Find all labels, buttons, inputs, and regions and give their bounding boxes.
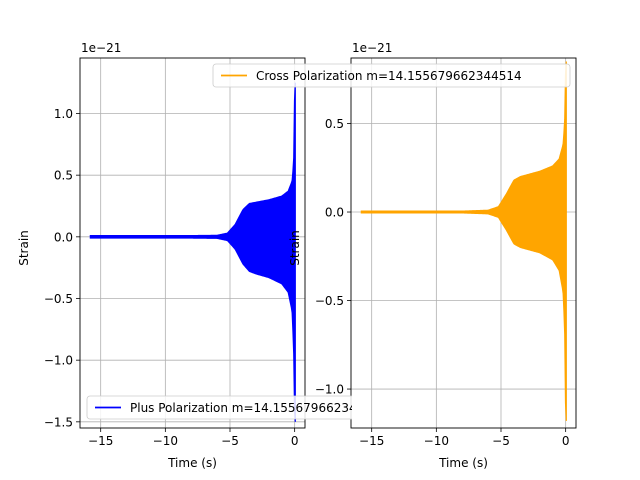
y-tick-label: −1.5 (44, 415, 73, 429)
subplot-1: −15 −10 −5 0 −1.5 −1.0 −0.5 0.0 0.5 1.0 Time (s) St… (17, 41, 306, 470)
x-axis-label: Time (s) (438, 456, 488, 470)
legend-2: Cross Polarization m=14.155679662344514 (212, 63, 571, 88)
y-axis-label: Strain (17, 230, 31, 266)
y-tick-label: −0.5 (44, 292, 73, 306)
x-tick-label: −10 (424, 434, 449, 448)
legend-label: Plus Polarization m=14.155679662344514 (130, 401, 387, 415)
y-tick-label: 0.5 (325, 117, 344, 131)
y-tick-label: 0.0 (325, 206, 344, 220)
x-tick-label: −5 (221, 434, 239, 448)
series-1-waveform (89, 82, 296, 422)
y-tick-label: 1.0 (54, 107, 73, 121)
x-tick-label: −15 (88, 434, 113, 448)
x-tick-label: 0 (291, 434, 299, 448)
legend-box (212, 63, 571, 88)
y-tick-label: −1.0 (44, 354, 73, 368)
y-axis-label: Strain (288, 230, 302, 266)
legend-box (86, 395, 352, 420)
offset-text: 1e−21 (81, 41, 121, 55)
x-tick-label: −10 (153, 434, 178, 448)
x-axis-label: Time (s) (167, 456, 217, 470)
y-tick-label: 0.0 (54, 230, 73, 244)
y-tick-label: 0.5 (54, 169, 73, 183)
x-tick-label: −5 (492, 434, 510, 448)
y-tick-label: −1.0 (315, 383, 344, 397)
axes-frame (350, 57, 577, 429)
x-tick-label: 0 (562, 434, 570, 448)
y-tick-label: −0.5 (315, 294, 344, 308)
series-1-waveform (360, 61, 567, 421)
x-tick-label: −15 (359, 434, 384, 448)
offset-text: 1e−21 (352, 41, 392, 55)
axes-frame (79, 57, 306, 429)
subplot-2: −15 −10 −5 0 −1.0 −0.5 0.0 0.5 Time (s) Strain 1e−… (288, 41, 577, 470)
legend-1: Plus Polarization m=14.155679662344514 (86, 395, 387, 420)
legend-label: Cross Polarization m=14.155679662344514 (256, 69, 522, 83)
